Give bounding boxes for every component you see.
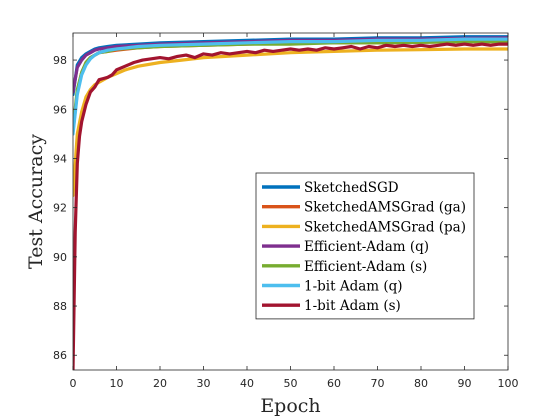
x-tick-label: 10 (110, 377, 124, 390)
x-tick-label: 50 (284, 377, 298, 390)
x-tick-label: 70 (371, 377, 385, 390)
y-tick-label: 86 (53, 349, 67, 362)
x-tick-label: 100 (498, 377, 519, 390)
x-axis: 0 10 20 30 40 50 60 70 80 90 100 (70, 33, 519, 390)
x-tick-label: 80 (414, 377, 428, 390)
y-tick-label: 92 (53, 202, 67, 215)
legend-label-6: 1-bit Adam (q) (304, 279, 403, 295)
legend-label-1: SketchedSGD (304, 180, 399, 196)
series-line-7 (73, 42, 508, 370)
series-line-2 (73, 40, 508, 133)
legend-label-4: Efficient-Adam (q) (304, 239, 429, 255)
x-tick-label: 40 (240, 377, 254, 390)
legend-label-5: Efficient-Adam (s) (304, 259, 427, 275)
x-tick-label: 90 (458, 377, 472, 390)
legend-label-7: 1-bit Adam (s) (304, 298, 401, 314)
series-line-5 (73, 40, 508, 131)
legend-label-3: SketchedAMSGrad (pa) (304, 219, 466, 235)
y-tick-label: 90 (53, 251, 67, 264)
series-layer (73, 35, 508, 370)
x-tick-label: 0 (70, 377, 77, 390)
x-axis-title: Epoch (260, 395, 320, 417)
legend-label-2: SketchedAMSGrad (ga) (304, 200, 466, 216)
y-axis-title: Test Accuracy (25, 134, 47, 269)
legend: SketchedSGD SketchedAMSGrad (ga) SketchedA… (255, 172, 475, 320)
x-tick-label: 20 (153, 377, 167, 390)
series-line-3 (73, 47, 508, 197)
y-axis: 86 88 90 92 94 96 98 (53, 54, 508, 362)
y-tick-label: 88 (53, 300, 67, 313)
x-tick-label: 30 (197, 377, 211, 390)
x-tick-label: 60 (327, 377, 341, 390)
y-tick-label: 94 (53, 152, 67, 165)
series-line-6 (73, 37, 508, 136)
y-tick-label: 98 (53, 54, 67, 67)
y-tick-label: 96 (53, 103, 67, 116)
